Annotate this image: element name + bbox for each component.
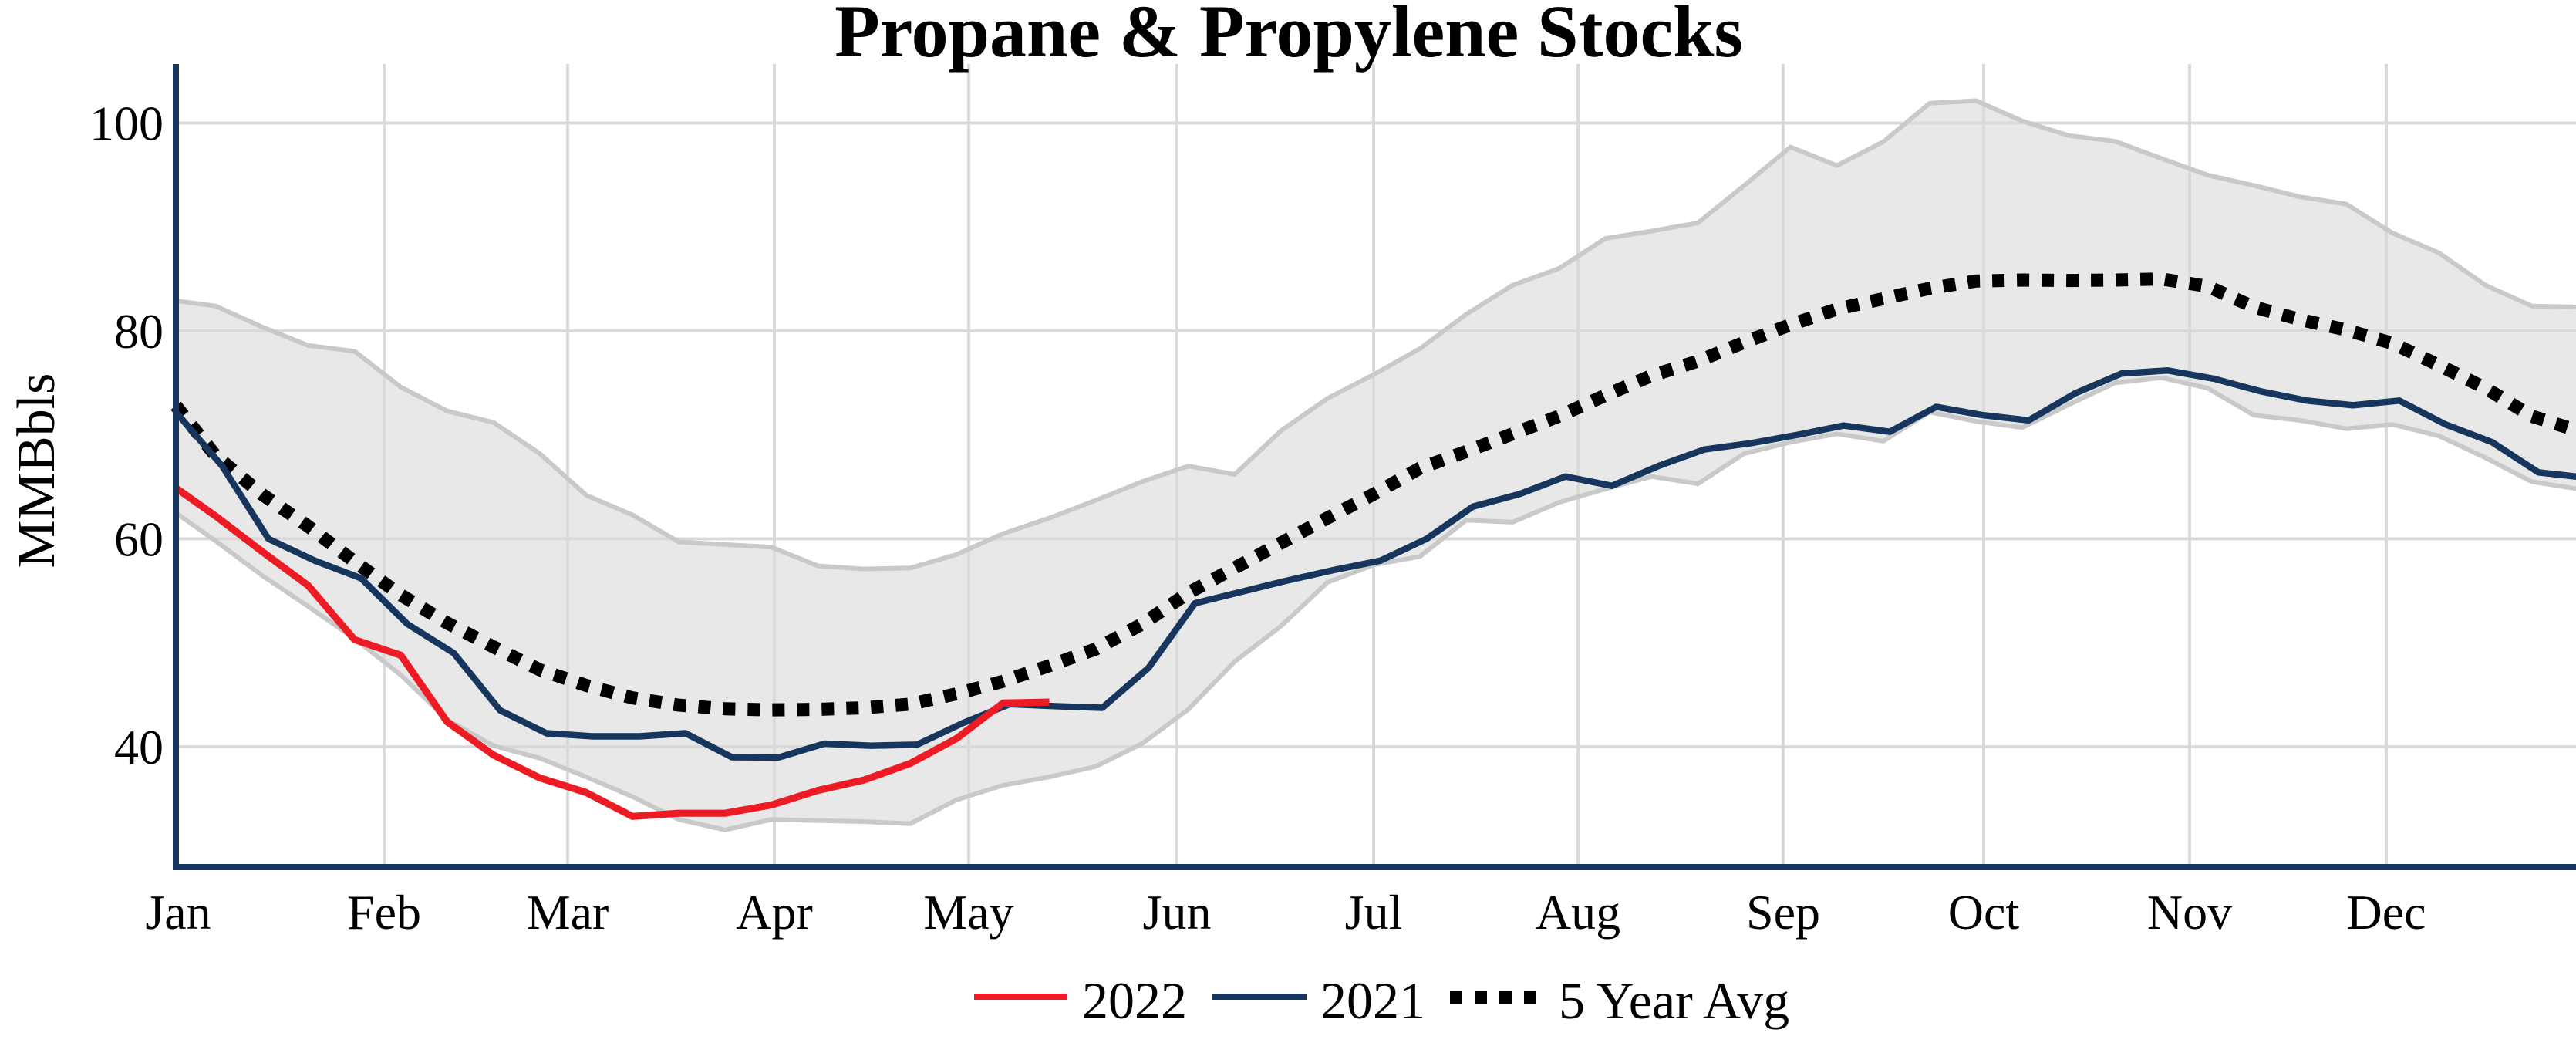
svg-text:40: 40	[114, 720, 164, 775]
svg-text:Oct: Oct	[1948, 885, 2020, 940]
svg-text:Propane & Propylene Stocks: Propane & Propylene Stocks	[835, 0, 1743, 73]
svg-text:Mar: Mar	[527, 885, 609, 940]
svg-text:5 Year Avg: 5 Year Avg	[1559, 971, 1789, 1030]
svg-text:Apr: Apr	[736, 885, 813, 940]
svg-text:Nov: Nov	[2147, 885, 2232, 940]
svg-text:2022: 2022	[1082, 971, 1187, 1030]
svg-text:May: May	[923, 885, 1013, 940]
svg-text:80: 80	[114, 304, 164, 359]
svg-text:2021: 2021	[1320, 971, 1425, 1030]
svg-text:Jul: Jul	[1345, 885, 1403, 940]
svg-text:MMBbls: MMBbls	[7, 373, 66, 569]
svg-text:100: 100	[89, 96, 164, 151]
svg-text:Sep: Sep	[1746, 885, 1820, 940]
svg-text:Aug: Aug	[1536, 885, 1620, 940]
svg-text:60: 60	[114, 512, 164, 567]
svg-text:Feb: Feb	[347, 885, 421, 940]
svg-text:Dec: Dec	[2346, 885, 2426, 940]
svg-text:Jan: Jan	[145, 885, 211, 940]
svg-text:Jun: Jun	[1143, 885, 1212, 940]
